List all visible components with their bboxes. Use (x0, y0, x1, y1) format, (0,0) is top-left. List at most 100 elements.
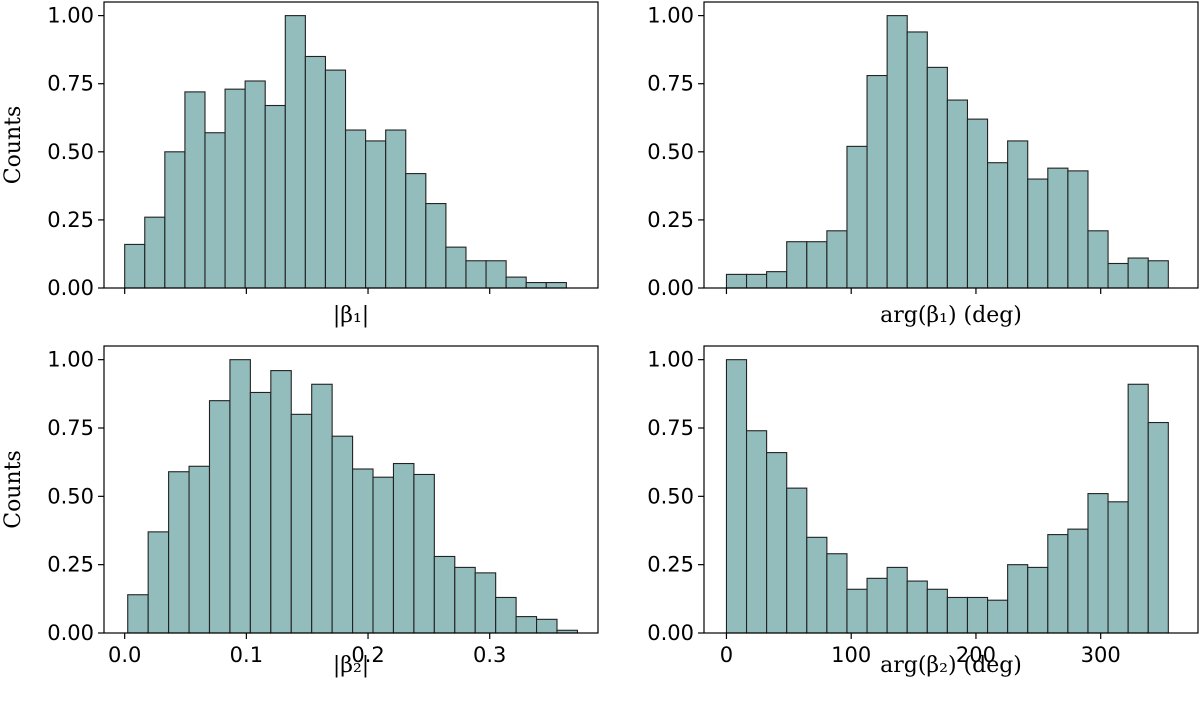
histogram-bar (946, 99, 969, 289)
histogram-bar (392, 462, 415, 634)
histogram-bar (906, 580, 928, 634)
histogram-bar (425, 203, 447, 289)
histogram-bar (495, 596, 517, 634)
histogram-bar (886, 15, 908, 289)
histogram-bar (826, 553, 848, 634)
histogram-bar (745, 273, 768, 289)
histogram-bar (465, 260, 487, 289)
histogram-bar (1047, 534, 1069, 634)
histogram-bar (485, 260, 507, 289)
histogram-bar (1147, 260, 1169, 289)
histogram-bar (515, 616, 538, 634)
histogram-bar (505, 276, 527, 289)
histogram-bar (433, 555, 456, 634)
panel-bottom-right: 0.00 0.25 0.50 0.75 1.00 0 100 200 300 arg(β₂) (d… (647, 345, 1199, 678)
y-tick-label: 0.00 (47, 276, 94, 300)
histogram-bar (1007, 140, 1029, 289)
y-tick-label: 0.25 (647, 208, 694, 232)
y-tick-label: 1.00 (647, 4, 694, 28)
histogram-bar (1067, 528, 1089, 634)
histogram-bar (264, 104, 286, 289)
y-tick-label: 0.00 (647, 621, 694, 645)
histogram-bar (229, 359, 251, 634)
histogram-bar (311, 383, 333, 634)
histogram-bar (352, 468, 374, 634)
x-tick-label: 0.0 (108, 643, 141, 667)
histogram-bar (806, 536, 828, 634)
histogram-bar (926, 588, 948, 634)
histogram-bar (385, 129, 407, 289)
histogram-bar (725, 273, 748, 289)
histogram-bar (1147, 421, 1169, 634)
histogram-bar (846, 145, 868, 289)
histogram-bar (270, 370, 292, 634)
axes-frame (103, 1, 599, 289)
histogram-bar (725, 359, 748, 634)
histogram-bar (806, 241, 828, 289)
x-axis-label: |β₂| (333, 653, 369, 678)
histogram-bar (372, 476, 395, 634)
axes-frame (103, 345, 599, 634)
histogram-bar (331, 435, 354, 634)
histogram-bar (284, 15, 306, 289)
histogram-bar (445, 246, 467, 289)
histogram-bar (966, 596, 989, 634)
histogram-bar (987, 162, 1009, 289)
histogram-bar (413, 473, 435, 634)
histogram-bar (1047, 167, 1069, 289)
y-axis-label: Counts (1, 106, 26, 185)
x-tick-label: 100 (831, 643, 871, 667)
histogram-bar (244, 80, 266, 289)
histogram-bar (365, 140, 387, 289)
histogram-bar (127, 594, 149, 634)
histogram-bar (147, 531, 170, 634)
y-tick-label: 1.00 (647, 348, 694, 372)
histogram-bar (405, 173, 427, 289)
y-tick-label: 1.00 (47, 4, 94, 28)
histogram-bar (866, 577, 888, 634)
panel-top-left: 0.00 0.25 0.50 0.75 1.00 |β₁| Counts (1, 1, 599, 328)
histogram-bar (164, 151, 186, 289)
histogram-bar (866, 74, 888, 289)
histogram-bar (1127, 257, 1149, 289)
y-tick-label: 0.25 (647, 553, 694, 577)
y-tick-label: 0.00 (47, 621, 94, 645)
histogram-bar (906, 31, 928, 289)
histogram-bar (304, 55, 326, 289)
histogram-bar (545, 282, 567, 289)
histogram-bar (1027, 178, 1049, 289)
histogram-bar (525, 282, 547, 289)
x-tick-label: 0 (720, 643, 733, 667)
histogram-bar (987, 599, 1009, 634)
histogram-bar (144, 216, 166, 289)
histogram-bar (786, 487, 808, 634)
histogram-bar (826, 230, 848, 289)
histogram-bar (208, 400, 231, 634)
histogram-bar (766, 452, 788, 634)
histogram-bar (1007, 564, 1029, 634)
histogram-bar (966, 118, 989, 289)
histogram-bar (344, 129, 367, 289)
histogram-bar (536, 618, 558, 634)
panel-bottom-left: 0.00 0.25 0.50 0.75 1.00 0.0 0.1 0.2 0.3 |β₂| Coun… (1, 345, 599, 678)
axes-frame (703, 345, 1199, 634)
histogram-bar (846, 588, 868, 634)
histogram-bar (1107, 262, 1129, 289)
histogram-bar (224, 88, 246, 289)
histogram-bar (766, 271, 788, 289)
histogram-bar (184, 91, 206, 289)
y-tick-label: 0.25 (47, 208, 94, 232)
y-tick-label: 0.50 (47, 140, 94, 164)
x-axis-label: arg(β₁) (deg) (880, 303, 1022, 328)
histogram-bar (1127, 383, 1149, 634)
y-tick-label: 1.00 (47, 348, 94, 372)
y-tick-label: 0.25 (47, 553, 94, 577)
histogram-bar (474, 572, 497, 634)
x-tick-label: 200 (956, 643, 996, 667)
histogram-bar (188, 465, 211, 634)
y-tick-label: 0.50 (647, 484, 694, 508)
histogram-bar (124, 243, 146, 289)
x-tick-label: 0.2 (351, 643, 384, 667)
histogram-bar (926, 66, 948, 289)
